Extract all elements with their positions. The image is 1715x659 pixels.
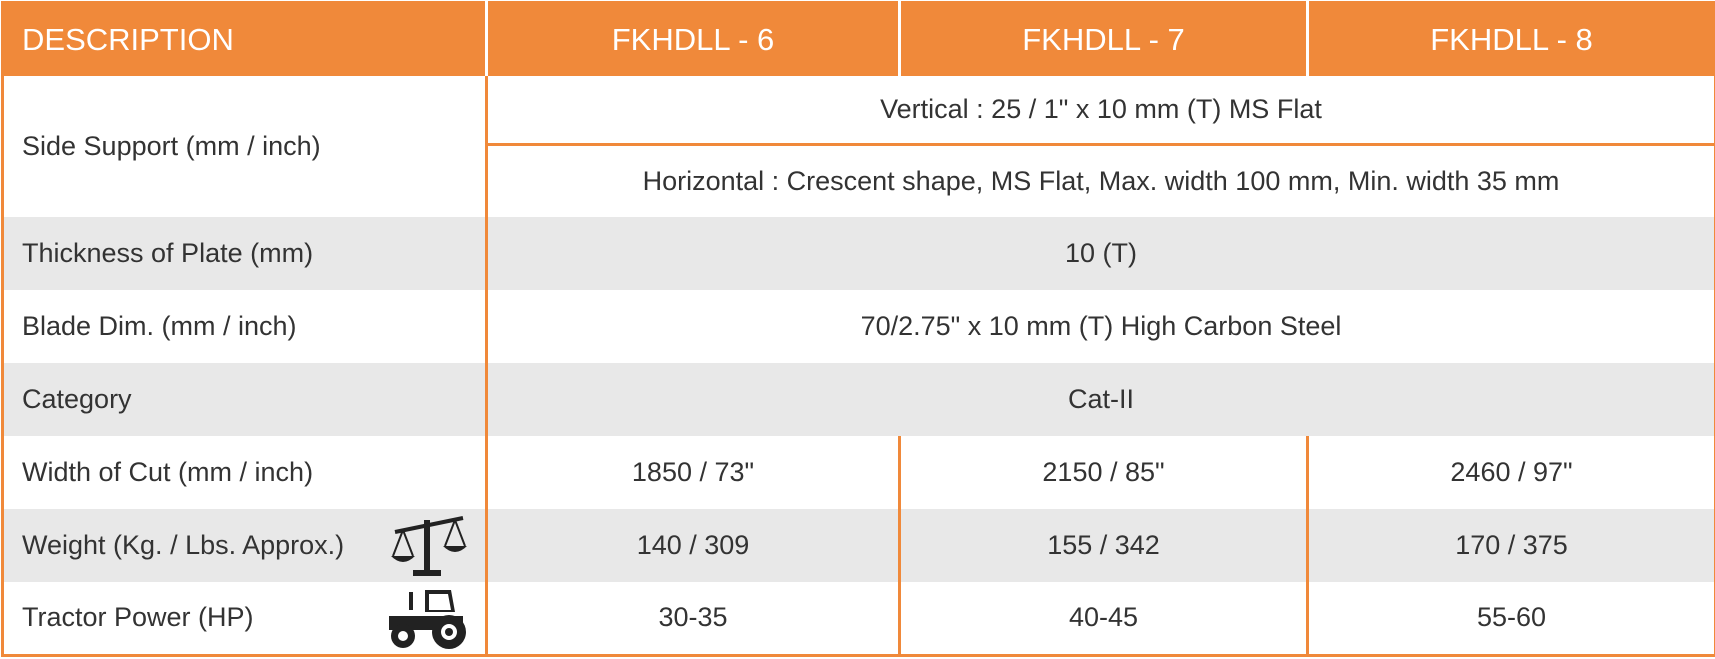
row: Thickness of Plate (mm) 10 (T) [3, 217, 1715, 290]
row-label-cell: Weight (Kg. / Lbs. Approx.) [3, 509, 487, 582]
row-label: Tractor Power (HP) [22, 602, 254, 632]
row-label: Thickness of Plate (mm) [3, 217, 487, 290]
header-row: DESCRIPTION FKHDLL - 6 FKHDLL - 7 FKHDLL… [3, 3, 1715, 77]
row: Tractor Power (HP) 30-35 40-45 55-60 [3, 582, 1715, 655]
row-label: Side Support (mm / inch) [3, 76, 487, 217]
row-label: Width of Cut (mm / inch) [3, 436, 487, 509]
row: Weight (Kg. / Lbs. Approx.) 140 / 309 15… [3, 509, 1715, 582]
row-label-cell: Tractor Power (HP) [3, 582, 487, 655]
header-cell: FKHDLL - 6 [487, 3, 900, 77]
row-label: Category [3, 363, 487, 436]
cell: Vertical : 25 / 1" x 10 mm (T) MS Flat [487, 76, 1715, 144]
cell: 2460 / 97" [1308, 436, 1715, 509]
cell: 170 / 375 [1308, 509, 1715, 582]
scale-icon [389, 512, 469, 580]
cell: 140 / 309 [487, 509, 900, 582]
row-label: Blade Dim. (mm / inch) [3, 290, 487, 363]
header-cell: DESCRIPTION [3, 3, 487, 77]
header-cell: FKHDLL - 8 [1308, 3, 1715, 77]
cell: 70/2.75" x 10 mm (T) High Carbon Steel [487, 290, 1715, 363]
row: Side Support (mm / inch) Vertical : 25 /… [3, 76, 1715, 144]
tractor-icon [385, 586, 469, 650]
cell: 1850 / 73" [487, 436, 900, 509]
row: Width of Cut (mm / inch) 1850 / 73" 2150… [3, 436, 1715, 509]
row: Category Cat-II [3, 363, 1715, 436]
cell: 30-35 [487, 582, 900, 655]
row: Blade Dim. (mm / inch) 70/2.75" x 10 mm … [3, 290, 1715, 363]
cell: 2150 / 85" [900, 436, 1308, 509]
cell: Cat-II [487, 363, 1715, 436]
row-label: Weight (Kg. / Lbs. Approx.) [22, 530, 344, 560]
cell: Horizontal : Crescent shape, MS Flat, Ma… [487, 144, 1715, 217]
header-cell: FKHDLL - 7 [900, 3, 1308, 77]
cell: 55-60 [1308, 582, 1715, 655]
cell: 155 / 342 [900, 509, 1308, 582]
cell: 10 (T) [487, 217, 1715, 290]
cell: 40-45 [900, 582, 1308, 655]
